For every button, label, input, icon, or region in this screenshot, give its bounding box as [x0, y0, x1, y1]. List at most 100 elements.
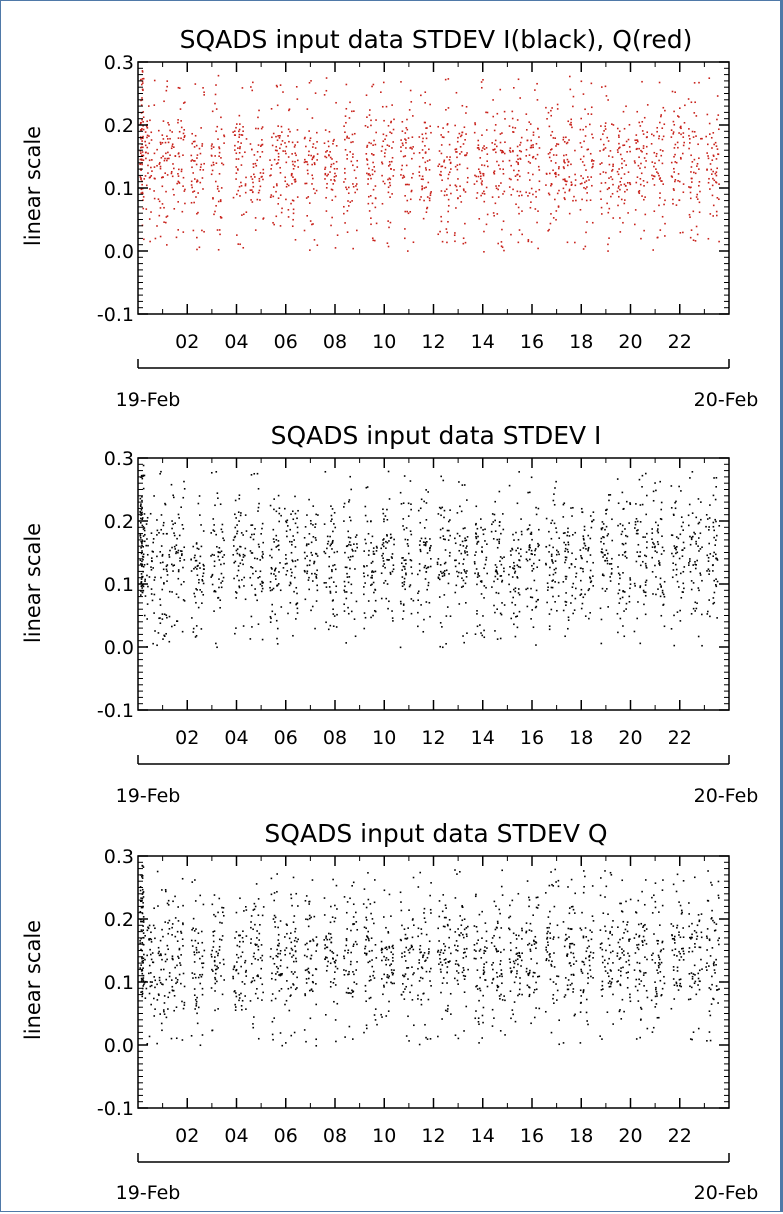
- scatter-point: [401, 569, 404, 571]
- scatter-point: [156, 999, 159, 1001]
- scatter-point: [349, 544, 352, 546]
- scatter-point: [324, 470, 327, 473]
- scatter-point: [310, 541, 313, 544]
- scatter-point: [285, 198, 287, 201]
- scatter-point: [274, 575, 277, 577]
- scatter-point: [334, 526, 337, 529]
- scatter-point: [455, 148, 458, 150]
- scatter-point: [581, 198, 583, 201]
- scatter-point: [608, 177, 610, 179]
- scatter-point: [177, 173, 179, 175]
- scatter-point: [609, 150, 612, 152]
- scatter-point: [601, 527, 604, 529]
- scatter-point: [144, 533, 146, 536]
- scatter-point: [146, 146, 149, 149]
- scatter-point: [391, 193, 393, 195]
- scatter-point: [161, 1029, 163, 1032]
- scatter-point: [146, 516, 149, 519]
- scatter-point: [296, 129, 299, 131]
- scatter-point: [234, 144, 236, 147]
- scatter-point: [604, 559, 607, 562]
- scatter-point: [178, 534, 181, 537]
- scatter-point: [165, 1016, 168, 1019]
- scatter-point: [332, 539, 334, 542]
- scatter-point: [385, 946, 388, 949]
- scatter-point: [503, 152, 506, 155]
- scatter-point: [624, 528, 626, 530]
- scatter-point: [456, 140, 459, 143]
- scatter-point: [153, 197, 156, 200]
- scatter-point: [671, 576, 674, 579]
- scatter-point: [210, 155, 213, 157]
- scatter-point: [328, 932, 330, 935]
- scatter-point: [168, 928, 171, 930]
- scatter-point: [459, 870, 461, 873]
- scatter-point: [166, 157, 169, 160]
- scatter-point: [645, 579, 648, 582]
- scatter-point: [557, 174, 560, 176]
- scatter-point: [191, 132, 193, 135]
- scatter-point: [214, 1009, 216, 1012]
- scatter-point: [199, 555, 202, 558]
- scatter-point: [293, 539, 296, 541]
- scatter-point: [289, 528, 292, 531]
- scatter-point: [156, 983, 158, 986]
- scatter-point: [444, 962, 447, 964]
- scatter-point: [501, 150, 504, 152]
- scatter-point: [381, 951, 383, 954]
- scatter-point: [446, 923, 449, 926]
- scatter-point: [344, 222, 346, 224]
- scatter-point: [645, 513, 648, 516]
- scatter-point: [237, 243, 240, 245]
- scatter-point: [708, 122, 711, 125]
- scatter-point: [690, 588, 693, 591]
- scatter-point: [653, 543, 655, 545]
- scatter-point: [520, 530, 523, 533]
- scatter-point: [235, 172, 238, 174]
- scatter-point: [194, 879, 196, 881]
- scatter-point: [513, 565, 516, 567]
- scatter-point: [142, 980, 145, 982]
- scatter-point: [142, 535, 145, 537]
- scatter-point: [166, 80, 169, 82]
- x-tick-label: 06: [274, 727, 298, 749]
- scatter-point: [708, 526, 710, 528]
- scatter-point: [288, 584, 291, 587]
- scatter-point: [292, 876, 295, 879]
- scatter-point: [456, 164, 459, 166]
- scatter-point: [402, 144, 404, 147]
- scatter-point: [389, 221, 392, 224]
- scatter-point: [454, 559, 456, 562]
- scatter-point: [448, 555, 451, 557]
- scatter-point: [161, 928, 163, 931]
- scatter-point: [387, 178, 389, 181]
- scatter-point: [365, 919, 368, 921]
- scatter-point: [332, 952, 335, 954]
- scatter-point: [211, 574, 213, 577]
- scatter-point: [413, 972, 415, 974]
- scatter-point: [140, 540, 142, 543]
- scatter-point: [558, 553, 560, 556]
- plot-frame: [137, 457, 730, 711]
- scatter-point: [245, 909, 248, 911]
- scatter-point: [445, 108, 447, 111]
- scatter-point: [651, 556, 654, 559]
- scatter-point: [658, 174, 660, 177]
- scatter-point: [536, 599, 539, 601]
- scatter-point: [402, 174, 405, 177]
- scatter-point: [370, 616, 372, 619]
- scatter-point: [661, 589, 664, 592]
- scatter-point: [280, 211, 283, 214]
- scatter-point: [391, 104, 393, 106]
- scatter-point: [700, 501, 702, 503]
- scatter-point: [538, 169, 541, 171]
- scatter-point: [520, 518, 522, 520]
- scatter-point: [372, 144, 374, 146]
- scatter-point: [422, 954, 424, 957]
- scatter-point: [564, 635, 566, 638]
- scatter-point: [503, 604, 506, 606]
- scatter-point: [623, 610, 625, 612]
- scatter-point: [444, 945, 447, 948]
- scatter-point: [382, 508, 384, 511]
- scatter-point: [334, 984, 337, 986]
